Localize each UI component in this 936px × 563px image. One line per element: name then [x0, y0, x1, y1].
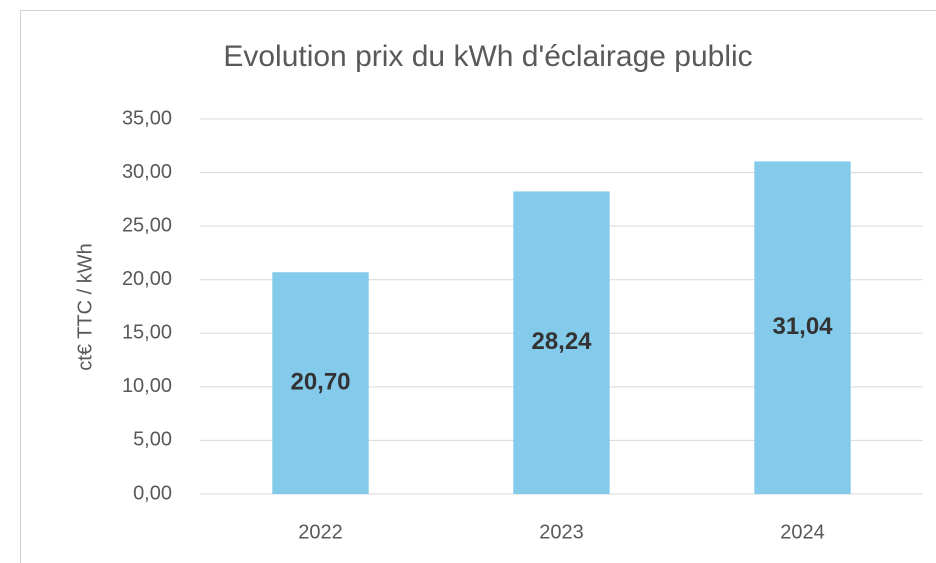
bar — [513, 191, 610, 494]
chart-title: Evolution prix du kWh d'éclairage public — [223, 40, 752, 73]
y-tick-label: 30,00 — [122, 161, 172, 183]
y-tick-label: 20,00 — [122, 268, 172, 290]
bar — [272, 272, 369, 494]
y-tick-label: 15,00 — [122, 322, 172, 344]
y-tick-label: 5,00 — [133, 429, 172, 451]
data-label: 28,24 — [531, 328, 592, 355]
y-tick-label: 0,00 — [133, 482, 172, 504]
bar — [754, 161, 851, 494]
data-label: 31,04 — [772, 313, 833, 340]
x-tick-label: 2023 — [539, 521, 584, 543]
data-label: 20,70 — [290, 368, 350, 395]
x-tick-label: 2024 — [780, 521, 825, 543]
y-tick-label: 35,00 — [122, 107, 172, 129]
y-tick-label: 10,00 — [122, 375, 172, 397]
y-axis-label: ct€ TTC / kWh — [74, 243, 96, 370]
x-tick-label: 2022 — [298, 521, 343, 543]
y-tick-label: 25,00 — [122, 214, 172, 236]
